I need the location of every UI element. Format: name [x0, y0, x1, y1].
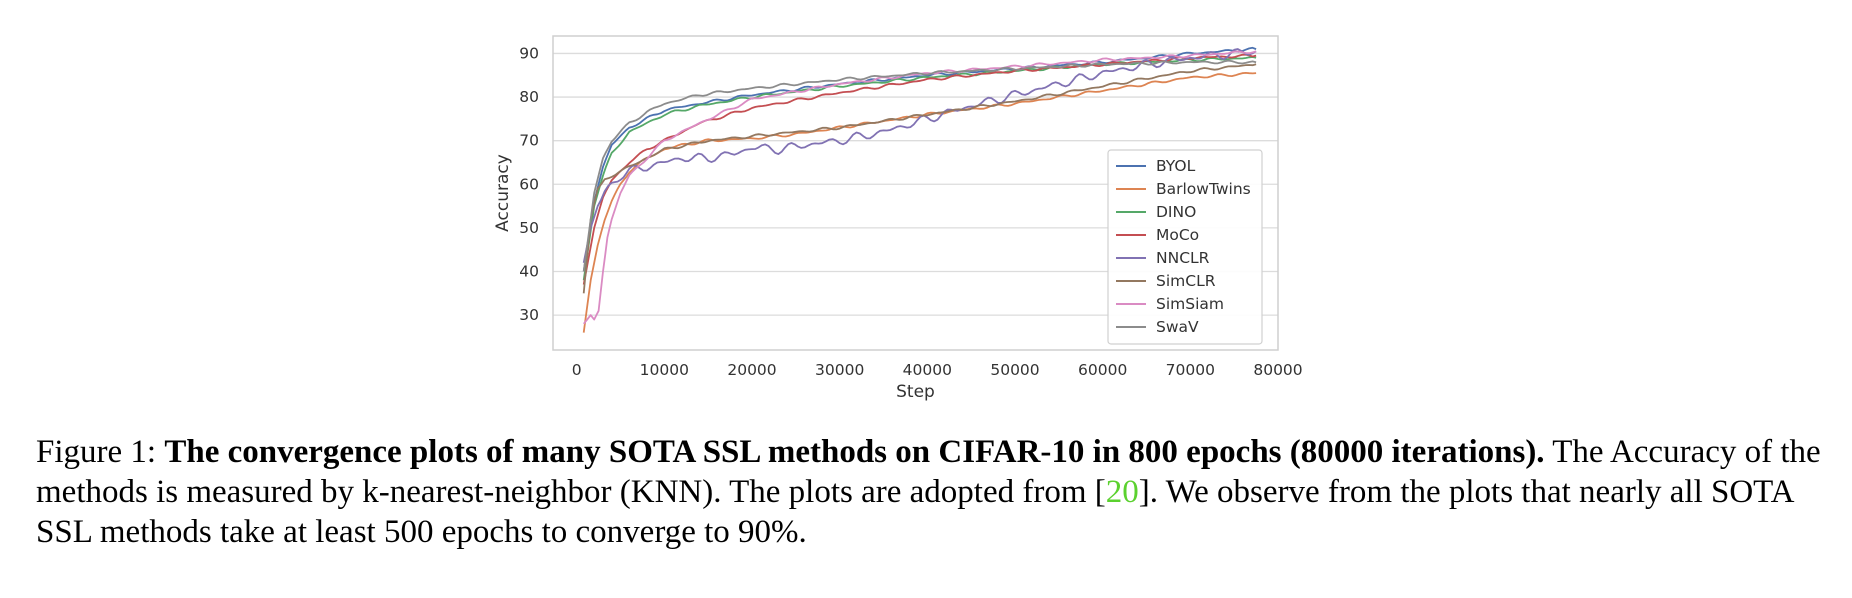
x-tick-label: 70000 [1166, 361, 1215, 379]
legend-label: BYOL [1156, 157, 1196, 175]
x-tick-label: 40000 [903, 361, 952, 379]
x-tick-label: 0 [572, 361, 582, 379]
x-tick-label: 60000 [1078, 361, 1127, 379]
y-tick-label: 80 [519, 88, 539, 106]
x-tick-label: 10000 [640, 361, 689, 379]
legend-label: BarlowTwins [1156, 180, 1251, 198]
y-tick-label: 60 [519, 175, 539, 193]
y-tick-label: 50 [519, 219, 539, 237]
legend-label: MoCo [1156, 226, 1199, 244]
y-tick-label: 90 [519, 44, 539, 62]
x-tick-label: 50000 [990, 361, 1039, 379]
x-tick-label: 20000 [727, 361, 776, 379]
series-line-simclr [582, 63, 1257, 294]
x-tick-label: 80000 [1253, 361, 1302, 379]
figure-caption: Figure 1: The convergence plots of many … [36, 432, 1826, 552]
series-line-swav [582, 59, 1257, 272]
series-line-barlowtwins [582, 72, 1257, 333]
y-axis-title: Accuracy [493, 154, 513, 232]
line-chart: 30 40 50 60 70 80 90 0 10000 20000 30000 40000 50000… [493, 35, 1303, 402]
legend-label: SimCLR [1156, 272, 1216, 290]
y-tick-label: 30 [519, 306, 539, 324]
caption-bold-title: The convergence plots of many SOTA SSL m… [164, 434, 1545, 470]
legend-label: SwaV [1156, 318, 1199, 336]
x-axis-title: Step [896, 382, 935, 402]
legend-label: DINO [1156, 203, 1196, 221]
plot-frame [552, 35, 1279, 351]
y-tick-label: 70 [519, 132, 539, 150]
legend-label: NNCLR [1156, 249, 1210, 267]
citation-link[interactable]: 20 [1105, 474, 1139, 510]
legend-label: SimSiam [1156, 295, 1224, 313]
x-tick-label: 30000 [815, 361, 864, 379]
series-line-nnclr [582, 48, 1257, 263]
caption-text-before-ref: The Accuracy of the methods is measured … [36, 434, 1821, 510]
y-tick-label: 40 [519, 263, 539, 281]
caption-prefix: Figure 1: [36, 434, 165, 470]
series-line-simsiam [583, 50, 1257, 325]
legend-box [1107, 149, 1263, 345]
caption-text-after-ref: ]. We observe from the plots that nearly… [36, 474, 1793, 550]
